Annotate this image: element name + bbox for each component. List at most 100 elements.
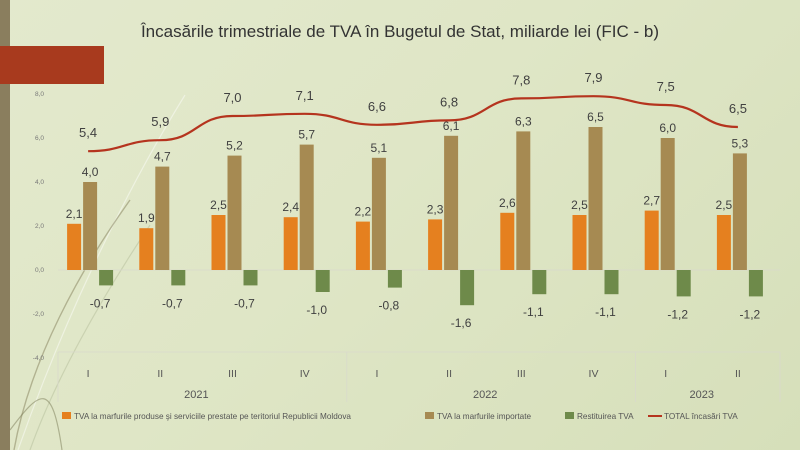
data-label: 2,2 xyxy=(355,205,372,219)
data-label: -0,7 xyxy=(234,296,255,310)
bar xyxy=(371,157,386,270)
left-strip xyxy=(0,0,10,450)
bar xyxy=(355,221,370,270)
chart-labels: 2,1 1,9 2,5 2,4 2,2 2,3 2,6 2,5 2,7 2,5 4,0 4,7 5,2 5… xyxy=(66,70,761,330)
data-label: -1,6 xyxy=(451,316,472,330)
bar xyxy=(211,215,226,270)
chart-title: Încasările trimestriale de TVA în Bugetu… xyxy=(140,22,660,41)
y-tick-label: 6,0 xyxy=(35,135,44,142)
x-group-label: 2021 xyxy=(184,389,208,401)
bar xyxy=(716,215,731,270)
x-group-label: 2022 xyxy=(473,389,497,401)
line-label: 6,6 xyxy=(368,99,386,114)
bar xyxy=(588,127,603,270)
x-tick-label: I xyxy=(87,368,90,380)
bar xyxy=(444,135,459,270)
bar xyxy=(516,131,531,270)
data-label: 6,5 xyxy=(587,110,604,124)
y-tick-label: -2,0 xyxy=(33,311,45,318)
x-tick-label: IV xyxy=(589,368,599,380)
x-tick-label: III xyxy=(228,368,237,380)
bar xyxy=(67,223,82,270)
data-label: 4,7 xyxy=(154,150,171,164)
data-label: 6,3 xyxy=(515,114,532,128)
bar xyxy=(748,270,763,297)
x-tick-label: II xyxy=(735,368,741,380)
bar xyxy=(99,270,114,286)
legend-swatch xyxy=(565,412,574,419)
bar xyxy=(387,270,402,288)
x-tick-label: II xyxy=(446,368,452,380)
y-tick-label: -4,0 xyxy=(33,355,45,362)
x-tick-label: I xyxy=(375,368,378,380)
data-label: 2,1 xyxy=(66,207,83,221)
line-label: 7,1 xyxy=(296,88,314,103)
data-label: -1,1 xyxy=(523,305,544,319)
x-tick-label: III xyxy=(517,368,526,380)
line-label: 7,0 xyxy=(223,90,241,105)
legend-label: TVA la marfurile importate xyxy=(437,412,531,421)
data-label: 5,1 xyxy=(371,141,388,155)
chart-line xyxy=(88,95,738,153)
legend-swatch xyxy=(425,412,434,419)
decorative-curve xyxy=(9,398,63,450)
bar xyxy=(500,212,515,270)
line-label: 7,8 xyxy=(512,72,530,87)
bar xyxy=(243,270,258,286)
accent-bar xyxy=(0,46,104,84)
bar xyxy=(572,215,587,270)
data-label: -1,0 xyxy=(306,303,327,317)
data-label: 1,9 xyxy=(138,211,155,225)
data-label: 6,0 xyxy=(659,121,676,135)
data-label: 5,3 xyxy=(732,136,749,150)
x-tick-label: IV xyxy=(300,368,310,380)
bar xyxy=(676,270,691,297)
bar xyxy=(604,270,619,295)
bar xyxy=(732,153,747,270)
bar xyxy=(532,270,547,295)
legend-label: Restituirea TVA xyxy=(577,412,634,421)
data-label: 2,3 xyxy=(427,202,444,216)
data-label: -1,1 xyxy=(595,305,616,319)
data-label: 2,7 xyxy=(643,194,660,208)
chart-bars xyxy=(67,127,763,306)
bar xyxy=(155,166,170,270)
bar xyxy=(139,228,154,270)
y-tick-label: 4,0 xyxy=(35,179,44,186)
chart-legend: TVA la marfurile produse şi serviciile p… xyxy=(62,412,738,421)
legend-label: TOTAL încasări TVA xyxy=(664,412,738,421)
bar xyxy=(227,155,242,270)
line-label: 7,9 xyxy=(584,70,602,85)
line-label: 5,4 xyxy=(79,125,97,140)
data-label: -1,2 xyxy=(740,307,761,321)
bar xyxy=(171,270,186,286)
y-tick-label: 8,0 xyxy=(35,91,44,98)
bar xyxy=(460,270,475,306)
data-label: 5,7 xyxy=(298,128,315,142)
legend-swatch xyxy=(62,412,71,419)
bar xyxy=(283,217,298,270)
y-tick-label: 2,0 xyxy=(35,223,44,230)
data-label: 2,5 xyxy=(716,198,733,212)
bar xyxy=(83,182,98,270)
bar xyxy=(644,210,659,270)
data-label: 2,6 xyxy=(499,196,516,210)
legend-label: TVA la marfurile produse şi serviciile p… xyxy=(74,412,351,421)
line-label: 6,5 xyxy=(729,101,747,116)
x-tick-label: II xyxy=(157,368,163,380)
data-label: 2,5 xyxy=(210,198,227,212)
data-label: -1,2 xyxy=(667,307,688,321)
data-label: -0,7 xyxy=(162,296,183,310)
line-label: 6,8 xyxy=(440,94,458,109)
bar xyxy=(315,270,330,292)
data-label: 5,2 xyxy=(226,139,243,153)
decorative-curve xyxy=(29,224,151,450)
bar xyxy=(660,138,675,270)
x-group-label: 2023 xyxy=(690,389,714,401)
y-tick-label: 0,0 xyxy=(35,267,44,274)
bar xyxy=(299,144,314,270)
data-label: 4,0 xyxy=(82,165,99,179)
data-label: 2,5 xyxy=(571,198,588,212)
